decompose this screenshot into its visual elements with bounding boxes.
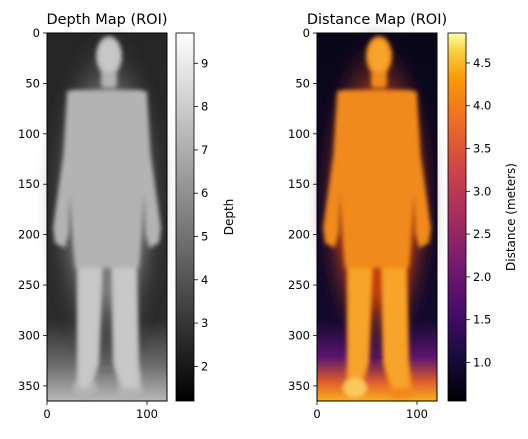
depth-map-ytick-label: 100	[18, 127, 40, 141]
depth-map-ytick-label: 50	[25, 76, 40, 90]
distance-colorbar-tick-label: 1.0	[473, 355, 491, 369]
distance-map-ytick-label: 100	[288, 127, 310, 141]
distance-map-ytick-label: 150	[288, 177, 310, 191]
distance-colorbar-tick-label: 3.5	[473, 142, 491, 156]
distance-colorbar: 1.0 1.5 2.0 2.5 3.0 3.5 4.0 4.5 Distance (meter…	[447, 32, 518, 402]
depth-colorbar: 2 3 4 5 6 7 8 9 Depth	[175, 32, 236, 402]
distance-map-title: Distance Map (ROI)	[307, 12, 447, 28]
distance-map-xtick-label: 100	[406, 407, 428, 421]
depth-colorbar-tick-label: 6	[201, 186, 208, 200]
depth-colorbar-tick-label: 7	[201, 143, 208, 157]
depth-colorbar-tick-label: 9	[201, 56, 208, 70]
distance-colorbar-tick-label: 3.0	[473, 184, 491, 198]
depth-colorbar-tick-label: 3	[201, 316, 208, 330]
distance-map-image	[315, 25, 439, 401]
depth-colorbar-label: Depth	[222, 199, 236, 236]
depth-map-axes-frame	[46, 32, 168, 402]
depth-map-xtick-label: 0	[43, 407, 50, 421]
depth-colorbar-tick-label: 4	[201, 273, 208, 287]
depth-map-axes: 0 100 0 50 100 150 200 250 300 350	[18, 26, 158, 421]
distance-colorbar-tick-label: 1.5	[473, 313, 491, 327]
distance-map-ytick-label: 50	[295, 76, 310, 90]
distance-colorbar-tick-label: 4.5	[473, 56, 491, 70]
distance-map-panel: Distance Map (ROI) 0 100 0 50 100 150 200 250 30…	[288, 12, 518, 421]
depth-map-ytick-label: 300	[18, 328, 40, 342]
depth-map-ytick-label: 150	[18, 177, 40, 191]
depth-map-xtick-label: 100	[136, 407, 158, 421]
distance-map-ytick-label: 350	[288, 379, 310, 393]
distance-map-xtick-label: 0	[313, 407, 320, 421]
depth-colorbar-tick-label: 8	[201, 100, 208, 114]
distance-map-ytick-label: 300	[288, 328, 310, 342]
depth-map-title: Depth Map (ROI)	[46, 12, 167, 28]
depth-colorbar-tick-label: 2	[201, 359, 208, 373]
distance-map-ytick-label: 250	[288, 278, 310, 292]
depth-map-ytick-label: 0	[33, 26, 40, 40]
distance-colorbar-tick-label: 2.0	[473, 270, 491, 284]
depth-map-image	[45, 25, 169, 401]
depth-map-ytick-label: 350	[18, 379, 40, 393]
distance-map-axes: 0 100 0 50 100 150 200 250 300 350	[288, 26, 428, 421]
depth-map-panel: Depth Map (ROI) 0 10005010015020025030035…	[18, 12, 236, 421]
depth-map-ytick-label: 200	[18, 228, 40, 242]
distance-colorbar-tick-label: 2.5	[473, 227, 491, 241]
distance-map-ytick-label: 200	[288, 228, 310, 242]
distance-colorbar-label: Distance (meters)	[504, 163, 518, 271]
distance-map-ytick-label: 0	[303, 26, 310, 40]
distance-colorbar-tick-label: 4.0	[473, 99, 491, 113]
depth-map-ytick-label: 250	[18, 278, 40, 292]
distance-map-axes-frame	[316, 32, 438, 402]
depth-colorbar-tick-label: 5	[201, 229, 208, 243]
